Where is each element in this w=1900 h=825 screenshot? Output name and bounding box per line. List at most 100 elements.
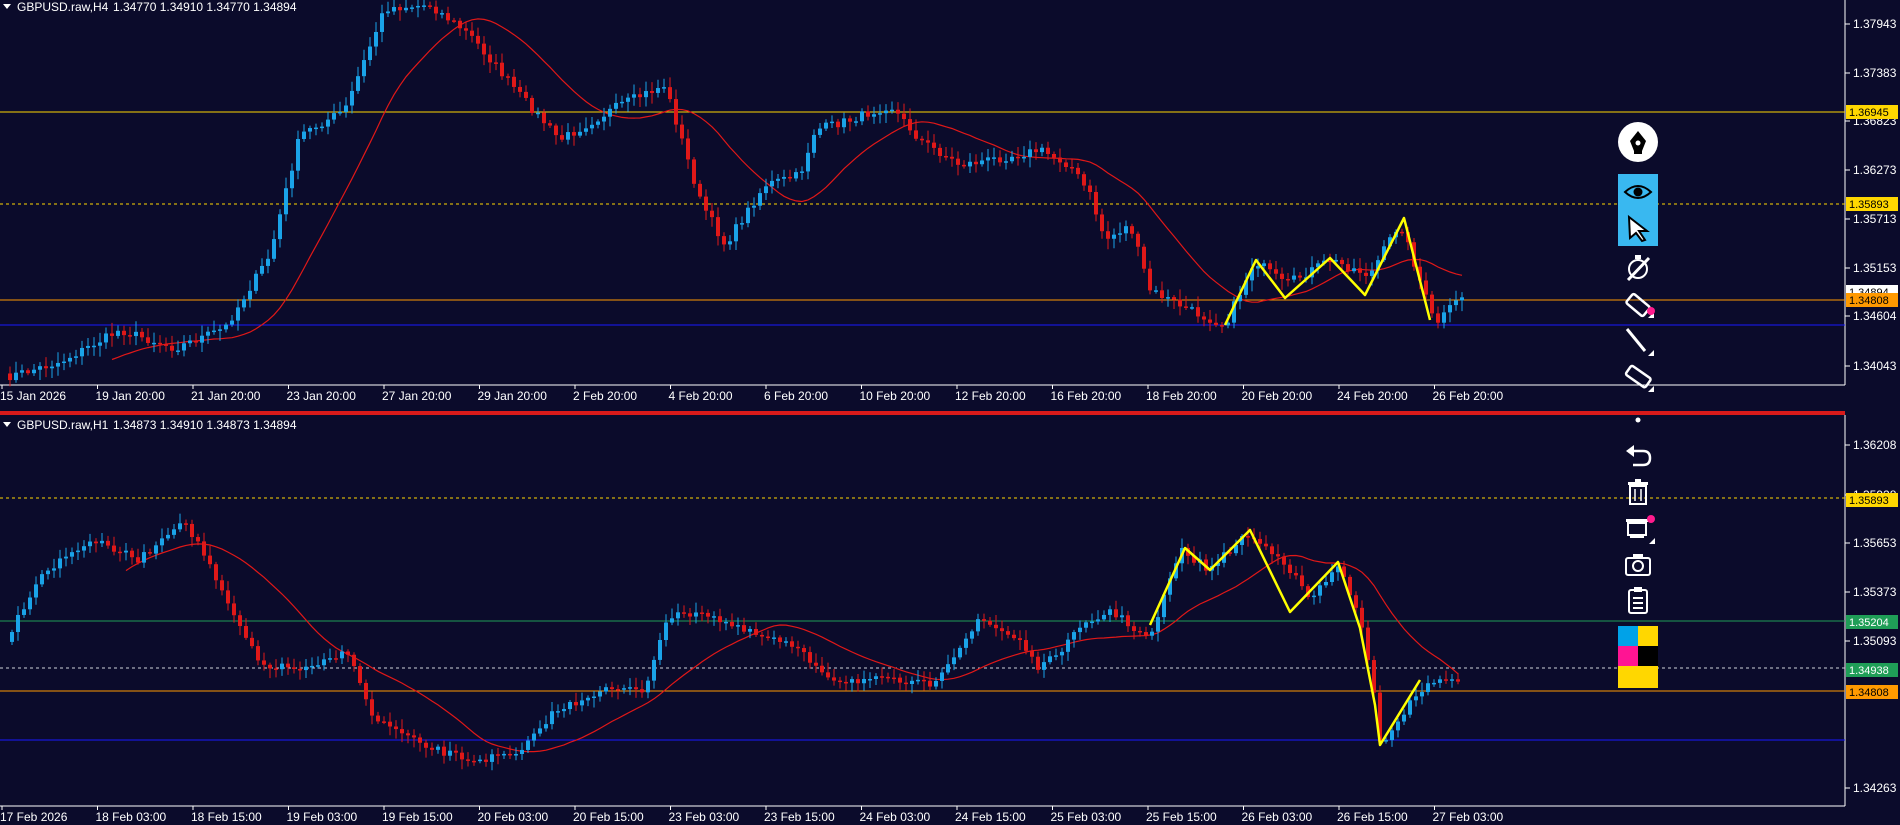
candle-body xyxy=(1256,266,1260,269)
undo-button[interactable] xyxy=(1618,438,1658,474)
dot-size-button[interactable] xyxy=(1618,402,1658,438)
candle-body xyxy=(1376,260,1380,271)
candle-body xyxy=(238,615,242,627)
time-tick-label: 19 Jan 20:00 xyxy=(96,389,166,403)
cursor-button[interactable] xyxy=(1618,210,1658,246)
color-swatch[interactable] xyxy=(1638,626,1658,646)
time-tick-label: 18 Feb 20:00 xyxy=(1146,389,1217,403)
pen-button[interactable] xyxy=(1618,122,1658,162)
screenshot-button[interactable] xyxy=(1618,546,1658,582)
time-tick-label: 23 Feb 03:00 xyxy=(669,810,740,824)
candle-body xyxy=(272,239,276,259)
color-swatch[interactable] xyxy=(1618,646,1638,666)
color-swatch[interactable] xyxy=(1638,646,1658,666)
candle-body xyxy=(190,523,194,538)
candle-body xyxy=(614,102,618,109)
line-button[interactable] xyxy=(1618,324,1658,360)
candle-body xyxy=(328,658,332,660)
candle-body xyxy=(416,5,420,8)
dot-icon xyxy=(1635,417,1641,423)
candle-body xyxy=(28,597,32,610)
h4-ohlc-label: 1.34770 1.34910 1.34770 1.34894 xyxy=(113,0,297,14)
candle-body xyxy=(586,697,590,701)
highlighter-button[interactable] xyxy=(1618,288,1658,324)
erase-drawings-button[interactable] xyxy=(1618,250,1658,286)
clipboard-button[interactable] xyxy=(1618,582,1658,618)
candle-body xyxy=(1264,543,1268,547)
candle-body xyxy=(854,121,858,123)
panel-separator[interactable] xyxy=(0,411,1845,415)
clear-all-button[interactable] xyxy=(1618,510,1658,546)
time-tick-label: 2 Feb 20:00 xyxy=(573,389,637,403)
selected-color-swatch[interactable] xyxy=(1618,666,1658,688)
eraser-button[interactable] xyxy=(1618,360,1658,396)
h1-ohlc-label: 1.34873 1.34910 1.34873 1.34894 xyxy=(113,418,297,432)
h4-chart-panel[interactable]: 1.379431.373831.368231.362731.357131.351… xyxy=(0,0,1898,403)
collapse-triangle-icon[interactable] xyxy=(3,4,11,9)
candle-body xyxy=(692,159,696,184)
candle-body xyxy=(200,335,204,343)
candle-body xyxy=(694,612,698,617)
candle-body xyxy=(974,161,978,165)
candle-body xyxy=(1046,147,1050,154)
candle-body xyxy=(260,265,264,274)
candle-body xyxy=(398,7,402,11)
candle-body xyxy=(1438,679,1442,683)
candle-body xyxy=(454,750,458,753)
candle-body xyxy=(734,224,738,242)
candle-body xyxy=(568,702,572,710)
candle-body xyxy=(896,109,900,114)
candle-body xyxy=(926,140,930,143)
candle-body xyxy=(892,677,896,680)
candle-body xyxy=(808,652,812,663)
candle-body xyxy=(488,54,492,63)
eye-button[interactable] xyxy=(1618,174,1658,210)
candle-body xyxy=(584,128,588,132)
candle-body xyxy=(106,540,110,546)
hand-drawn-line[interactable] xyxy=(1223,216,1432,326)
candle-body xyxy=(572,132,576,136)
candle-body xyxy=(866,111,870,117)
candle-body xyxy=(226,590,230,604)
candle-body xyxy=(130,550,134,558)
price-tag-label: 1.35204 xyxy=(1849,617,1889,629)
candle-body xyxy=(772,637,776,639)
candle-body xyxy=(1340,259,1344,265)
candle-body xyxy=(716,217,720,237)
candle-body xyxy=(70,552,74,557)
candle-body xyxy=(1384,740,1388,742)
price-tick-label: 1.34043 xyxy=(1853,359,1897,373)
candle-body xyxy=(422,5,426,7)
candle-body xyxy=(686,138,690,160)
price-tick-label: 1.34604 xyxy=(1853,309,1897,323)
candle-body xyxy=(698,183,702,197)
candle-body xyxy=(934,680,938,687)
candle-body xyxy=(62,361,66,364)
candle-body xyxy=(788,176,792,179)
candle-body xyxy=(502,753,506,756)
candle-body xyxy=(350,90,354,106)
collapse-triangle-icon[interactable] xyxy=(3,422,11,427)
price-tag-label: 1.36945 xyxy=(1849,107,1889,119)
price-tag xyxy=(1846,293,1898,307)
candle-body xyxy=(158,342,162,345)
price-tick-label: 1.35653 xyxy=(1853,536,1897,550)
candle-body xyxy=(1114,609,1118,618)
color-swatch[interactable] xyxy=(1618,626,1638,646)
candle-body xyxy=(88,541,92,547)
candle-body xyxy=(478,759,482,762)
candle-body xyxy=(34,584,38,598)
cursor-icon xyxy=(1627,214,1650,243)
time-tick-label: 29 Jan 20:00 xyxy=(478,389,548,403)
line-icon xyxy=(1625,328,1654,356)
color-palette[interactable] xyxy=(1618,626,1658,688)
candle-body xyxy=(550,711,554,725)
candle-body xyxy=(1352,268,1356,272)
delete-button[interactable] xyxy=(1618,474,1658,510)
candle-body xyxy=(1196,307,1200,317)
hand-drawn-line[interactable] xyxy=(1148,528,1422,747)
candle-body xyxy=(146,337,150,343)
h1-chart-panel[interactable]: 1.362081.359281.356531.353731.350931.342… xyxy=(0,415,1898,824)
candle-body xyxy=(1270,546,1274,555)
